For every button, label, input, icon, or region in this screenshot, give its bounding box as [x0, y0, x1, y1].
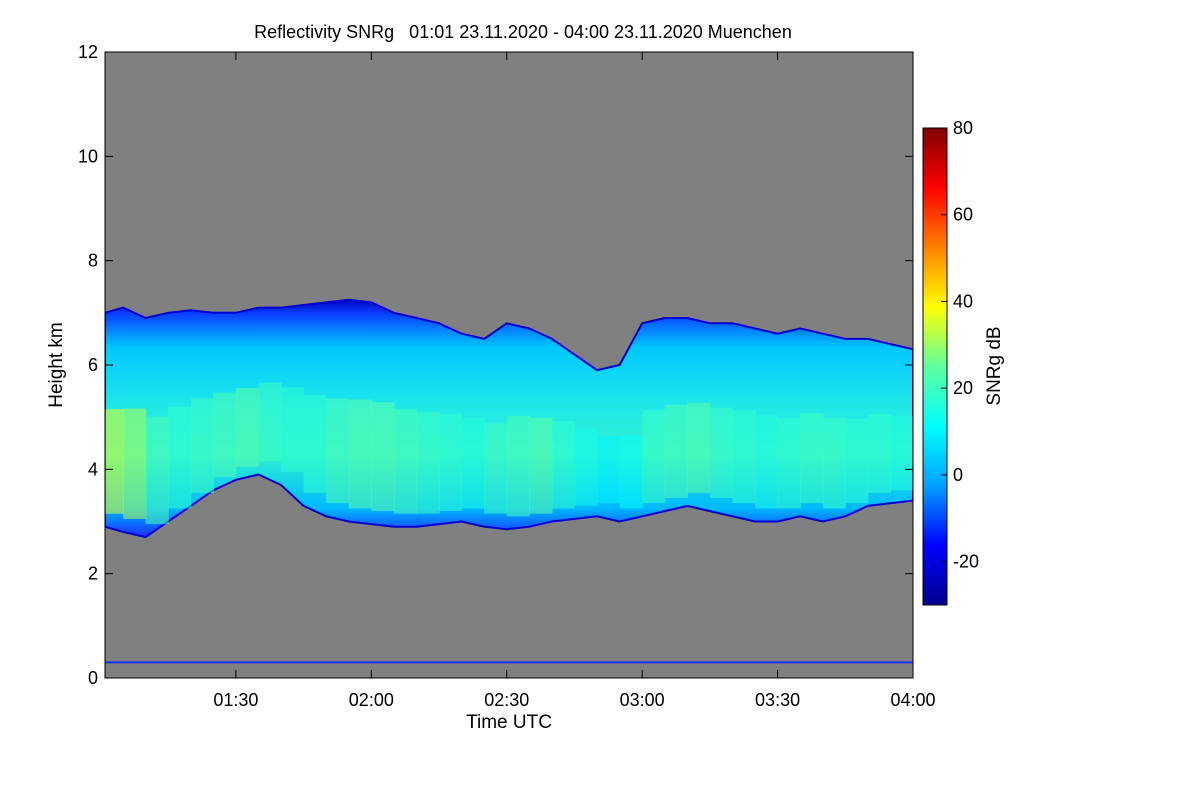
chart-title: Reflectivity SNRg 01:01 23.11.2020 - 04:… [254, 22, 792, 42]
cloud-core-column [190, 398, 214, 493]
cloud-core-column [777, 418, 801, 509]
cloud-core-column [574, 428, 598, 506]
cloud-core-column [348, 399, 372, 509]
cloud-core-column [213, 392, 237, 478]
cloud-layer [105, 298, 913, 664]
cloud-core-column [506, 416, 530, 517]
colorbar-tick-label: 20 [953, 378, 973, 398]
cloud-core-column [822, 418, 846, 509]
x-tick-label: 02:00 [349, 690, 394, 710]
cloud-core-column [597, 435, 621, 504]
y-axis: 0 2 4 6 8 10 12 [78, 42, 913, 688]
cloud-core-column [619, 435, 643, 509]
cloud-core-column [664, 404, 688, 498]
cloud-core-column [258, 382, 282, 462]
colorbar-tick-label: 0 [953, 465, 963, 485]
y-axis-label: Height km [46, 322, 67, 408]
y-tick-label: 6 [88, 355, 98, 375]
cloud-core-column [755, 415, 779, 509]
cloud-core-column [303, 395, 327, 493]
cloud-core-column [529, 417, 553, 514]
y-tick-label: 2 [88, 564, 98, 584]
y-tick-label: 12 [78, 42, 98, 62]
cloud-core-column [461, 418, 485, 509]
cloud-core-column [123, 408, 147, 519]
colorbar-label: SNRg dB [984, 326, 1005, 405]
cloud-core-column [145, 416, 169, 525]
cloud-core-column [709, 407, 734, 498]
y-tick-label: 0 [88, 668, 98, 688]
x-axis-label: Time UTC [466, 712, 552, 733]
colorbar-tick-label: 40 [953, 291, 973, 311]
cloud-core-column [416, 411, 440, 514]
colorbar-tick-label: 60 [953, 205, 973, 225]
cloud-core-column [235, 388, 260, 467]
cloud-core-column [371, 402, 395, 512]
cloud-core-column [439, 413, 463, 511]
cloud-core-column [732, 410, 756, 504]
x-tick-label: 03:00 [620, 690, 665, 710]
cloud-core-column [393, 409, 418, 514]
cloud-core-column [687, 402, 711, 493]
cloud-core-column [890, 415, 913, 491]
x-tick-label: 02:30 [484, 690, 529, 710]
cloud-core-column [484, 423, 508, 514]
y-tick-label: 8 [88, 251, 98, 271]
cloud-core-column [867, 414, 892, 493]
x-tick-label: 01:30 [213, 690, 258, 710]
cloud-core-column [168, 406, 192, 509]
y-tick-label: 10 [78, 146, 98, 166]
colorbar-tick-label: 80 [953, 118, 973, 138]
colorbar-ticks: -20 0 20 40 60 80 [941, 118, 979, 572]
cloud-core-column [642, 410, 666, 504]
x-tick-label: 04:00 [890, 690, 935, 710]
colorbar-tick-label: -20 [953, 552, 979, 572]
cloud-core-column [105, 409, 124, 514]
cloud-core-column [845, 418, 869, 504]
cloud-core-column [326, 398, 350, 504]
cloud-core-column [551, 421, 576, 509]
cloud-core-column [281, 387, 305, 472]
x-tick-label: 03:30 [755, 690, 800, 710]
x-axis: 01:30 02:00 02:30 03:00 03:30 04:00 [213, 52, 936, 710]
y-tick-label: 4 [88, 459, 98, 479]
colorbar [922, 127, 948, 606]
cloud-core-column [800, 413, 824, 504]
